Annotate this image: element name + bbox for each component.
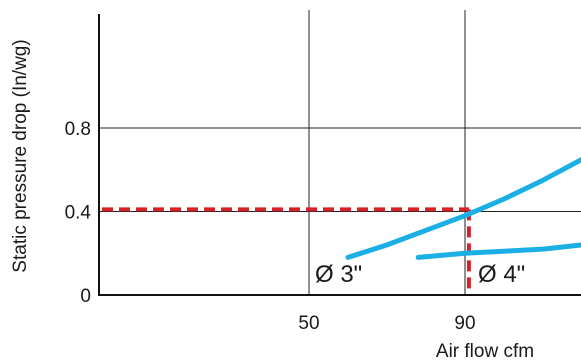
series-line-dia-3 [345,156,581,260]
series-line-dia-4 [415,242,581,260]
y-tick-label: 0 [80,286,91,307]
y-axis-label: Static pressure drop (In/wg) [10,39,31,272]
grid-lines [99,10,581,295]
x-tick-label: 50 [298,313,319,334]
y-tick-label: 0.8 [65,119,91,140]
x-axis-label: Air flow cfm [436,341,534,362]
axes [98,14,581,296]
reference-lines [102,207,471,295]
labels: 50 90 0 0.4 0.8 Air flow cfm Static pressure d… [10,39,534,362]
y-tick-label: 0.4 [65,203,92,224]
series-label-dia-4: Ø 4" [478,261,525,288]
series-lines [345,156,581,260]
x-tick-label: 90 [454,313,475,334]
series-label-dia-3: Ø 3" [315,261,362,288]
